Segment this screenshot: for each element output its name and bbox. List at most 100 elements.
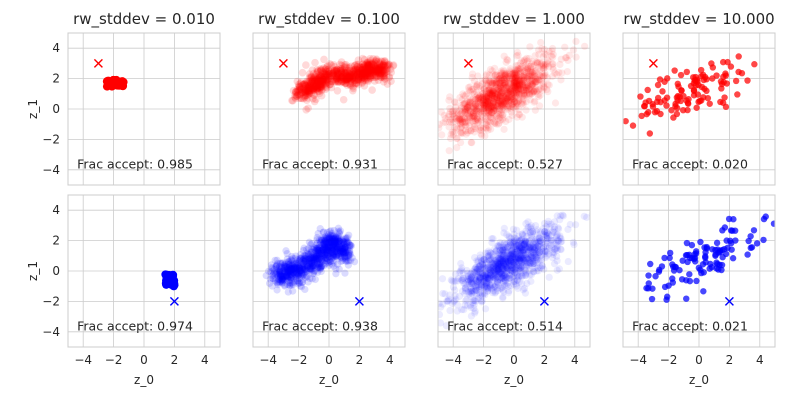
- sample-point: [324, 258, 333, 267]
- sample-point: [522, 86, 530, 94]
- sample-point: [499, 76, 507, 84]
- sample-point: [490, 95, 498, 103]
- sample-point: [314, 229, 322, 238]
- sample-point: [522, 82, 530, 90]
- sample-point: [480, 102, 488, 110]
- sample-point: [457, 102, 465, 110]
- sample-point: [366, 69, 374, 78]
- sample-point: [455, 115, 463, 123]
- sample-point: [517, 90, 525, 98]
- sample-point: [509, 70, 517, 78]
- frac-accept-label: Frac accept: 0.021: [632, 318, 748, 333]
- sample-point: [308, 256, 316, 264]
- sample-point: [331, 240, 339, 248]
- sample-point: [298, 88, 306, 97]
- sample-point: [332, 245, 340, 253]
- sample-point: [461, 284, 470, 292]
- sample-point: [301, 285, 309, 294]
- sample-point: [307, 248, 316, 256]
- sample-point: [313, 75, 321, 84]
- sample-point: [283, 270, 291, 279]
- sample-point: [483, 118, 492, 126]
- sample-point: [319, 236, 327, 244]
- sample-point: [538, 45, 546, 53]
- sample-point: [536, 72, 544, 80]
- sample-point: [471, 100, 480, 108]
- sample-point: [496, 78, 505, 86]
- sample-point: [316, 238, 324, 246]
- sample-point: [313, 76, 321, 84]
- sample-point: [276, 266, 285, 274]
- sample-point: [328, 233, 336, 241]
- sample-point: [345, 72, 354, 81]
- sample-point: [341, 244, 349, 253]
- sample-point: [314, 76, 322, 85]
- sample-point: [297, 283, 306, 291]
- sample-point: [505, 73, 513, 81]
- sample-point: [511, 248, 519, 257]
- sample-point: [499, 82, 508, 90]
- sample-point: [504, 102, 512, 110]
- sample-point: [290, 264, 299, 273]
- sample-point: [365, 61, 374, 69]
- sample-point: [492, 81, 500, 89]
- sample-point: [493, 102, 502, 110]
- sample-point: [360, 70, 368, 78]
- sample-point: [480, 284, 488, 292]
- sample-point: [370, 67, 379, 76]
- sample-point: [389, 62, 397, 70]
- sample-point: [268, 263, 276, 272]
- sample-point: [348, 254, 356, 262]
- sample-point: [485, 107, 493, 115]
- sample-point: [476, 92, 484, 100]
- sample-point: [377, 73, 385, 82]
- sample-point: [508, 88, 517, 96]
- sample-point: [526, 43, 534, 51]
- panel: Frac accept: 0.514−4 −2 0 2 4z_0: [437, 194, 591, 387]
- sample-point: [285, 259, 293, 267]
- sample-point: [528, 80, 536, 88]
- sample-point: [319, 75, 328, 84]
- sample-point: [345, 74, 354, 82]
- sample-point: [383, 62, 392, 71]
- sample-point: [338, 245, 346, 254]
- sample-point: [333, 238, 341, 246]
- sample-point: [540, 84, 548, 92]
- sample-point: [331, 234, 340, 242]
- sample-point: [342, 257, 351, 265]
- sample-point: [378, 57, 387, 66]
- sample-point: [278, 272, 286, 280]
- sample-point: [324, 249, 332, 257]
- sample-point: [498, 111, 506, 119]
- sample-point: [499, 94, 507, 102]
- sample-point: [294, 271, 302, 279]
- sample-point: [513, 98, 521, 107]
- sample-point: [338, 242, 346, 250]
- y-tick-label: 4: [52, 41, 60, 55]
- sample-point: [324, 241, 332, 249]
- sample-point: [346, 242, 354, 250]
- x-axis-label: z_0: [319, 373, 339, 387]
- sample-point: [445, 96, 453, 104]
- sample-point: [330, 250, 338, 258]
- sample-point: [324, 76, 332, 84]
- sample-point: [488, 108, 496, 116]
- sample-point: [366, 72, 374, 81]
- sample-point: [457, 115, 465, 123]
- sample-point: [378, 60, 386, 69]
- sample-point: [278, 275, 286, 284]
- sample-point: [349, 74, 357, 82]
- sample-point: [330, 67, 339, 76]
- sample-point: [488, 91, 496, 99]
- sample-point: [751, 61, 758, 68]
- sample-point: [307, 250, 315, 258]
- sample-point: [339, 248, 348, 256]
- sample-point: [340, 239, 349, 247]
- sample-point: [345, 69, 354, 78]
- sample-point: [485, 76, 493, 85]
- sample-point: [307, 263, 315, 272]
- sample-point: [366, 74, 375, 82]
- sample-point: [720, 73, 727, 80]
- sample-point: [345, 74, 353, 82]
- sample-point: [506, 87, 514, 95]
